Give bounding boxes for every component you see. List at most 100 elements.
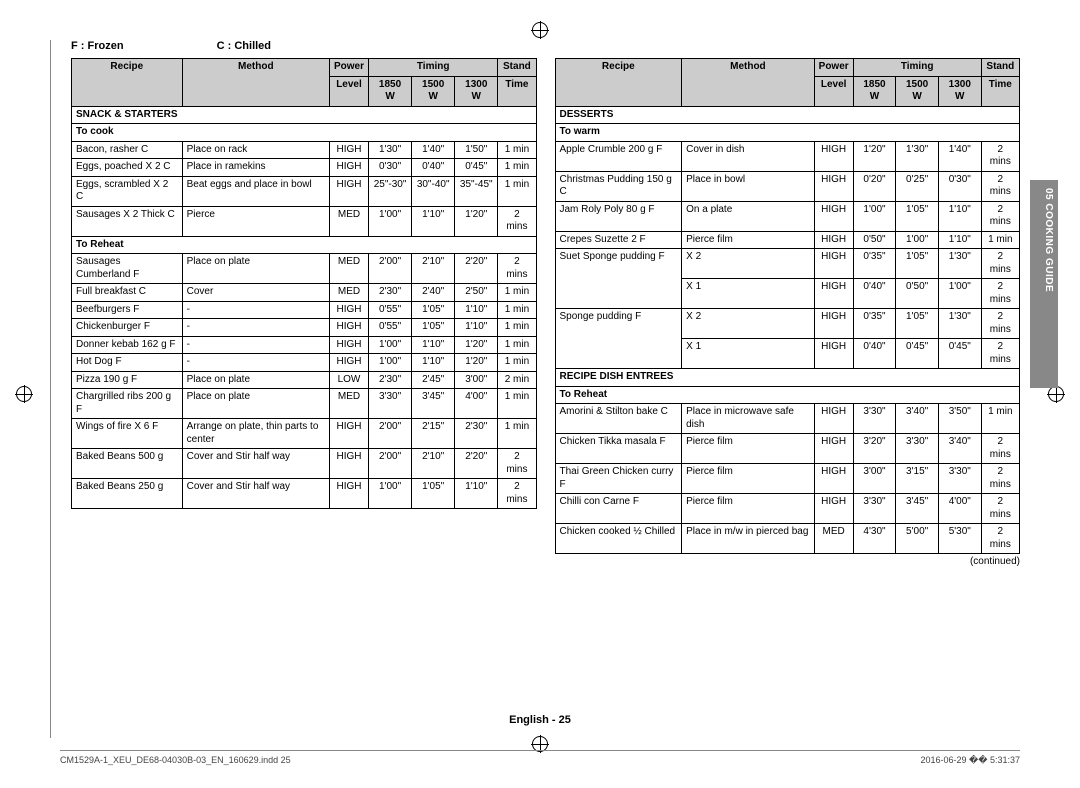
- table-cell: Chickenburger F: [72, 319, 183, 337]
- th-stand: Stand: [981, 59, 1019, 77]
- table-cell: 2 mins: [498, 449, 536, 479]
- legend-frozen: F : Frozen: [71, 40, 124, 52]
- table-cell: 1'10": [412, 206, 455, 236]
- th-method: Method: [682, 59, 815, 107]
- table-cell: Wings of fire X 6 F: [72, 419, 183, 449]
- table-cell: 4'00": [455, 389, 498, 419]
- table-cell: 1 min: [498, 319, 536, 337]
- section-heading: To cook: [72, 124, 537, 142]
- table-cell: 1'10": [412, 336, 455, 354]
- th-recipe: Recipe: [72, 59, 183, 107]
- table-cell: HIGH: [329, 336, 368, 354]
- table-cell: Place in microwave safe dish: [682, 404, 815, 434]
- footer-filename: CM1529A-1_XEU_DE68-04030B-03_EN_160629.i…: [60, 755, 291, 766]
- th-1850w: 1850 W: [853, 76, 896, 106]
- table-cell: 2'30": [369, 284, 412, 302]
- table-cell: Arrange on plate, thin parts to center: [182, 419, 329, 449]
- table-cell: 1'20": [853, 141, 896, 171]
- table-cell: 1 min: [498, 159, 536, 177]
- table-cell: 1 min: [498, 419, 536, 449]
- table-cell: 2'00": [369, 254, 412, 284]
- table-cell: Place on plate: [182, 254, 329, 284]
- th-1300w: 1300 W: [938, 76, 981, 106]
- section-heading: SNACK & STARTERS: [72, 106, 537, 124]
- table-cell: Apple Crumble 200 g F: [555, 141, 682, 171]
- table-cell: HIGH: [814, 171, 853, 201]
- table-cell: 1'10": [938, 201, 981, 231]
- table-cell: HIGH: [329, 159, 368, 177]
- table-cell: 2'40": [412, 284, 455, 302]
- table-cell: Pierce film: [682, 464, 815, 494]
- table-cell: Place on rack: [182, 141, 329, 159]
- table-cell: 1'50": [455, 141, 498, 159]
- table-row: Eggs, scrambled X 2 CBeat eggs and place…: [72, 176, 537, 206]
- table-cell: -: [182, 319, 329, 337]
- table-cell: 1'30": [938, 309, 981, 339]
- table-cell: 2 mins: [981, 249, 1019, 279]
- table-cell: 2'20": [455, 449, 498, 479]
- table-cell: Cover in dish: [682, 141, 815, 171]
- table-cell: X 2: [682, 309, 815, 339]
- table-cell: 1'00": [369, 354, 412, 372]
- table-cell: 1'40": [412, 141, 455, 159]
- table-cell: 0'30": [938, 171, 981, 201]
- table-cell: HIGH: [329, 176, 368, 206]
- table-cell: 1'30": [938, 249, 981, 279]
- th-recipe: Recipe: [555, 59, 682, 107]
- table-header: Recipe Method Power Timing Stand Level 1…: [72, 59, 537, 107]
- table-cell: 1 min: [498, 141, 536, 159]
- table-cell: 1'00": [369, 336, 412, 354]
- table-row: Chilli con Carne FPierce filmHIGH3'30"3'…: [555, 494, 1020, 524]
- table-row: Chicken Tikka masala FPierce filmHIGH3'2…: [555, 434, 1020, 464]
- table-cell: Cover and Stir half way: [182, 479, 329, 509]
- table-cell: HIGH: [814, 249, 853, 279]
- table-cell: -: [182, 301, 329, 319]
- table-cell: Suet Sponge pudding F: [555, 249, 682, 309]
- right-column: Recipe Method Power Timing Stand Level 1…: [555, 58, 1021, 567]
- table-cell: 1'30": [369, 141, 412, 159]
- table-cell: HIGH: [814, 279, 853, 309]
- table-cell: 3'50": [938, 404, 981, 434]
- table-cell: 0'50": [896, 279, 939, 309]
- table-row: Suet Sponge pudding FX 2HIGH0'35"1'05"1'…: [555, 249, 1020, 279]
- table-cell: MED: [329, 206, 368, 236]
- table-cell: 1'10": [455, 319, 498, 337]
- table-cell: 1'05": [896, 249, 939, 279]
- table-cell: 2'10": [412, 254, 455, 284]
- table-cell: 1 min: [498, 301, 536, 319]
- table-cell: -: [182, 354, 329, 372]
- table-cell: Pierce: [182, 206, 329, 236]
- table-cell: Thai Green Chicken curry F: [555, 464, 682, 494]
- table-cell: Place in bowl: [682, 171, 815, 201]
- table-cell: Pierce film: [682, 434, 815, 464]
- table-row: Amorini & Stilton bake CPlace in microwa…: [555, 404, 1020, 434]
- table-row: Donner kebab 162 g F-HIGH1'00"1'10"1'20"…: [72, 336, 537, 354]
- table-cell: Amorini & Stilton bake C: [555, 404, 682, 434]
- table-cell: 2 mins: [981, 141, 1019, 171]
- table-cell: HIGH: [329, 141, 368, 159]
- table-cell: 2 mins: [981, 201, 1019, 231]
- table-row: Baked Beans 250 gCover and Stir half way…: [72, 479, 537, 509]
- table-cell: HIGH: [814, 494, 853, 524]
- table-cell: 2 mins: [981, 279, 1019, 309]
- table-cell: 1'00": [896, 231, 939, 249]
- table-cell: 1 min: [498, 354, 536, 372]
- table-row: Apple Crumble 200 g FCover in dishHIGH1'…: [555, 141, 1020, 171]
- table-cell: Chilli con Carne F: [555, 494, 682, 524]
- table-cell: 1'20": [455, 336, 498, 354]
- th-stand: Stand: [498, 59, 536, 77]
- table-cell: 2 mins: [981, 494, 1019, 524]
- table-cell: HIGH: [814, 141, 853, 171]
- table-cell: Bacon, rasher C: [72, 141, 183, 159]
- table-cell: Chicken Tikka masala F: [555, 434, 682, 464]
- table-cell: 1'10": [455, 301, 498, 319]
- th-1500w: 1500 W: [412, 76, 455, 106]
- table-cell: HIGH: [329, 301, 368, 319]
- table-cell: 1'10": [455, 479, 498, 509]
- table-cell: 1 min: [981, 404, 1019, 434]
- table-cell: MED: [329, 254, 368, 284]
- table-cell: 3'30": [853, 404, 896, 434]
- footer-timestamp: 2016-06-29 �� 5:31:37: [920, 755, 1020, 766]
- table-cell: Baked Beans 250 g: [72, 479, 183, 509]
- table-cell: 1'05": [412, 479, 455, 509]
